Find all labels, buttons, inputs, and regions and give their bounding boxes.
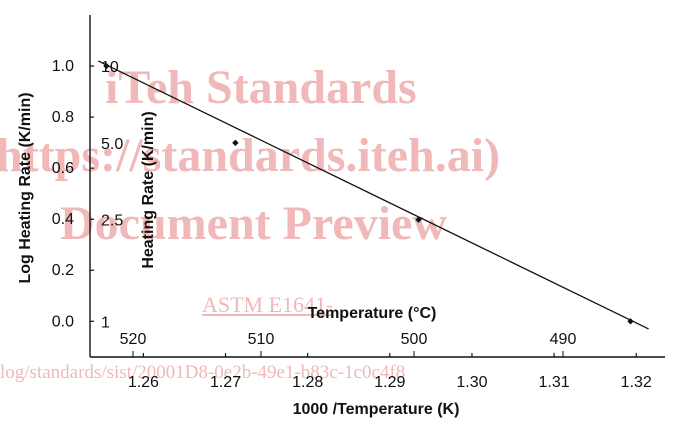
temperature-tick-label: 490 xyxy=(550,331,577,348)
data-point xyxy=(627,318,634,325)
data-point xyxy=(103,62,110,70)
heating-rate-tick-label: 10 xyxy=(101,59,119,76)
heating-rate-tick-label: 5.0 xyxy=(101,136,123,153)
y-tick-label: 1.0 xyxy=(52,58,74,75)
secondary-x-label: Temperature (°C) xyxy=(308,305,437,322)
x-tick-label: 1.31 xyxy=(539,374,570,391)
fit-line-group xyxy=(97,60,649,330)
fit-line xyxy=(97,60,649,330)
data-point xyxy=(415,216,422,223)
data-point xyxy=(232,139,239,147)
x-tick-label: 1.28 xyxy=(292,374,323,391)
x-tick-label: 1.32 xyxy=(621,374,652,391)
y-tick-label: 0.2 xyxy=(52,262,74,279)
heating-rate-tick-label: 2.5 xyxy=(101,213,123,230)
y-axis-title: Log Heating Rate (K/min) xyxy=(17,92,34,283)
data-points xyxy=(103,62,634,325)
x-tick-label: 1.27 xyxy=(210,374,241,391)
x-axis-title: 1000 /Temperature (K) xyxy=(293,401,460,418)
y-tick-label: 0.4 xyxy=(52,211,74,228)
y-tick-label: 0.8 xyxy=(52,109,74,126)
x-tick-label: 1.26 xyxy=(128,374,159,391)
axes xyxy=(89,15,665,358)
labels: 0.0 0.2 0.4 0.6 0.8 1.0 1.26 1.27 1.28 1.29 1.30 1.… xyxy=(17,58,652,418)
y-tick-label: 0.0 xyxy=(52,313,74,330)
heating-rate-tick-label: 1 xyxy=(101,314,110,331)
y-tick-label: 0.6 xyxy=(52,160,74,177)
temperature-tick-label: 510 xyxy=(248,331,275,348)
temperature-tick-label: 500 xyxy=(401,331,428,348)
temperature-tick-label: 520 xyxy=(120,331,147,348)
x-tick-label: 1.30 xyxy=(456,374,487,391)
secondary-y-label: Heating Rate (K/min) xyxy=(140,111,157,268)
x-tick-label: 1.29 xyxy=(374,374,405,391)
